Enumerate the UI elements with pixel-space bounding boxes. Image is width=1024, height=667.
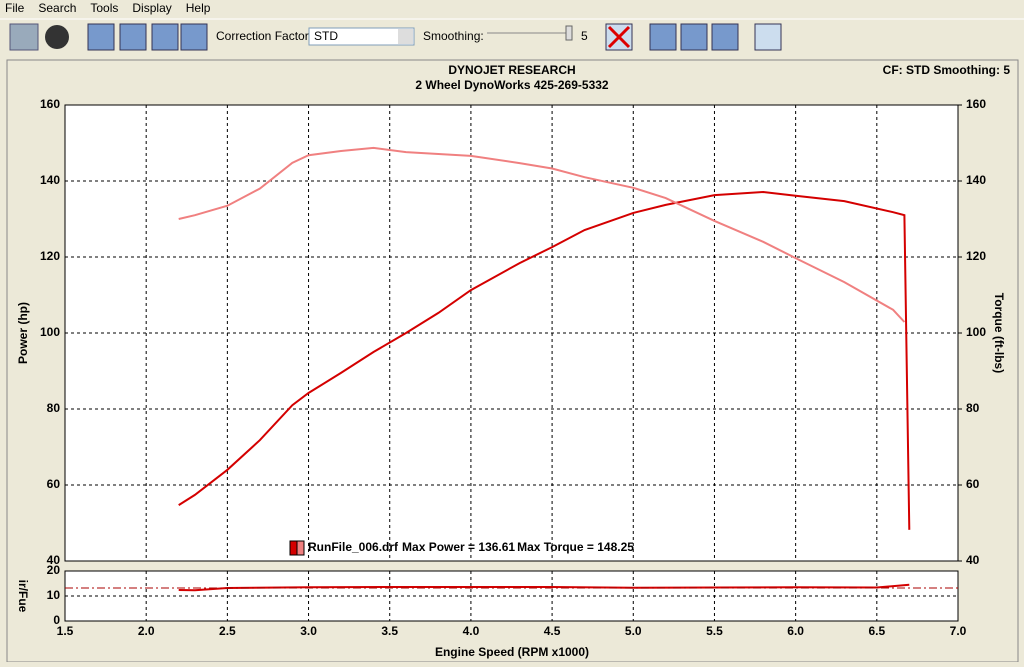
tool-button[interactable] <box>649 23 677 51</box>
y2-axis-label: Torque (ft-lbs) <box>992 293 1006 373</box>
smoothing-value: 5 <box>581 29 588 43</box>
y-tick-label: 60 <box>47 477 61 491</box>
correction-value: STD <box>314 29 338 43</box>
y2-tick-label: 100 <box>966 325 986 339</box>
y-tick-label: 120 <box>40 249 60 263</box>
x-tick-label: 6.0 <box>787 624 804 638</box>
x-tick-label: 2.5 <box>219 624 236 638</box>
chart-subtitle: 2 Wheel DynoWorks 425-269-5332 <box>415 78 609 92</box>
legend-swatch <box>289 540 298 556</box>
legend-torque: Max Torque = 148.25 <box>517 540 634 554</box>
tool-button[interactable] <box>754 23 782 51</box>
y-tick-label: 20 <box>47 563 61 577</box>
chart-title: DYNOJET RESEARCH <box>448 63 575 77</box>
menu-item[interactable]: Tools <box>90 1 118 15</box>
x-tick-label: 5.5 <box>706 624 723 638</box>
status: CF: STD Smoothing: 5 <box>883 63 1011 77</box>
tool-button[interactable] <box>680 23 708 51</box>
toolbar: Correction Factor: STD Smoothing: 5 <box>9 23 782 51</box>
series-line <box>178 190 911 530</box>
y-tick-label: 0 <box>53 613 60 627</box>
tool-button[interactable] <box>9 23 39 51</box>
correction-select[interactable] <box>308 27 415 46</box>
menu-item[interactable]: Display <box>132 1 171 15</box>
y-axis-label: Power (hp) <box>16 302 30 364</box>
menu: File Search Tools Display Help <box>5 1 211 15</box>
x-tick-label: 4.5 <box>544 624 561 638</box>
y-tick-label: 100 <box>40 325 60 339</box>
y2-tick-label: 60 <box>966 477 980 491</box>
series-line <box>178 146 906 323</box>
x-tick-label: 4.0 <box>463 624 480 638</box>
y2-tick-label: 80 <box>966 401 980 415</box>
menu-item[interactable]: Search <box>38 1 76 15</box>
x-tick-label: 6.5 <box>868 624 885 638</box>
tool-button[interactable] <box>711 23 739 51</box>
y2-tick-label: 40 <box>966 553 980 567</box>
plot: 1.5 2.0 2.5 3.0 3.5 4.0 4.5 5.0 5.5 6.0 6.5 7.0 40 60… <box>16 97 1006 659</box>
smoothing-label: Smoothing: <box>423 29 484 43</box>
dropdown-arrow[interactable] <box>398 29 413 44</box>
afr-axis-label: ir/Fue <box>16 580 30 613</box>
x-tick-label: 2.0 <box>138 624 155 638</box>
legend-file: RunFile_006.drf <box>308 540 399 554</box>
x-tick-label: 7.0 <box>950 624 967 638</box>
y-tick-label: 10 <box>47 588 61 602</box>
y-tick-label: 40 <box>47 553 61 567</box>
tool-button[interactable] <box>119 23 147 51</box>
y-tick-label: 80 <box>47 401 61 415</box>
y-tick-label: 160 <box>40 97 60 111</box>
x-axis-label: Engine Speed (RPM x1000) <box>435 645 589 659</box>
clear-icon <box>607 25 631 49</box>
y-tick-label: 140 <box>40 173 60 187</box>
tool-button[interactable] <box>151 23 179 51</box>
menu-item[interactable]: Help <box>186 1 211 15</box>
menu-bar <box>0 0 1024 18</box>
x-tick-label: 3.0 <box>300 624 317 638</box>
x-tick-label: 3.5 <box>381 624 398 638</box>
x-tick-label: 1.5 <box>57 624 74 638</box>
tool-button[interactable] <box>180 23 208 51</box>
correction-label: Correction Factor: <box>216 29 312 43</box>
y2-tick-label: 140 <box>966 173 986 187</box>
y2-tick-label: 160 <box>966 97 986 111</box>
legend-swatch <box>296 540 305 556</box>
tool-button[interactable] <box>87 23 115 51</box>
slider-thumb[interactable] <box>565 25 573 41</box>
tool-button[interactable] <box>45 25 69 49</box>
menu-item[interactable]: File <box>5 1 25 15</box>
legend-power: Max Power = 136.61 <box>402 540 515 554</box>
y2-tick-label: 120 <box>966 249 986 263</box>
x-tick-label: 5.0 <box>625 624 642 638</box>
